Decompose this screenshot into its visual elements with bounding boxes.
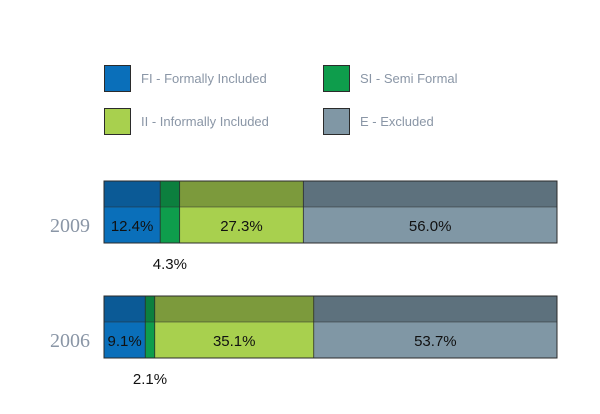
bar-group-2009: 2009 12.4% 4.3% 27.3% 56.0% xyxy=(50,180,558,273)
data-label-e-2006: 53.7% xyxy=(414,333,457,350)
bar-segment-top-ii-2009 xyxy=(179,181,304,207)
data-label-e-2009: 56.0% xyxy=(409,218,452,235)
category-label-2006: 2006 xyxy=(50,330,90,352)
bar-group-2006: 2006 9.1% 2.1% 35.1% 53.7% xyxy=(50,295,558,388)
legend-label-informally-included: II - Informally Included xyxy=(141,114,269,129)
data-label-si-2009: 4.3% xyxy=(153,256,187,273)
legend-swatch-formally-included xyxy=(104,65,131,92)
data-label-ii-2009: 27.3% xyxy=(220,218,263,235)
data-label-ii-2006: 35.1% xyxy=(213,333,256,350)
legend-item-formally-included: FI - Formally Included xyxy=(104,65,267,92)
bar-segment-e-2006 xyxy=(313,322,557,358)
bar-segment-fi-2006 xyxy=(104,322,146,358)
bar-segment-top-fi-2009 xyxy=(104,181,161,207)
data-label-fi-2006: 9.1% xyxy=(108,333,142,350)
bar-segment-fi-2009 xyxy=(104,207,161,243)
bar-segment-si-2009 xyxy=(160,207,180,243)
legend-label-semi-formal: SI - Semi Formal xyxy=(360,71,458,86)
bar-segment-e-2009 xyxy=(303,207,557,243)
bar-segment-top-e-2009 xyxy=(303,181,557,207)
bar-segment-ii-2006 xyxy=(154,322,314,358)
bar-segment-top-fi-2006 xyxy=(104,296,146,322)
legend-item-semi-formal: SI - Semi Formal xyxy=(323,65,458,92)
legend-item-excluded: E - Excluded xyxy=(323,108,434,135)
data-label-fi-2009: 12.4% xyxy=(111,218,154,235)
legend-swatch-informally-included xyxy=(104,108,131,135)
bar-segment-top-si-2009 xyxy=(160,181,180,207)
bar-segment-top-si-2006 xyxy=(145,296,155,322)
legend-swatch-excluded xyxy=(323,108,350,135)
bar-outline-2009 xyxy=(103,180,558,244)
bar-segment-top-e-2006 xyxy=(313,296,557,322)
legend-label-formally-included: FI - Formally Included xyxy=(141,71,267,86)
bar-segment-si-2006 xyxy=(145,322,155,358)
category-label-2009: 2009 xyxy=(50,215,90,237)
legend-item-informally-included: II - Informally Included xyxy=(104,108,269,135)
legend-swatch-semi-formal xyxy=(323,65,350,92)
bar-segment-ii-2009 xyxy=(179,207,304,243)
bar-outline-2006 xyxy=(103,295,558,359)
legend-label-excluded: E - Excluded xyxy=(360,114,434,129)
data-label-si-2006: 2.1% xyxy=(133,371,167,388)
bar-segment-top-ii-2006 xyxy=(154,296,314,322)
